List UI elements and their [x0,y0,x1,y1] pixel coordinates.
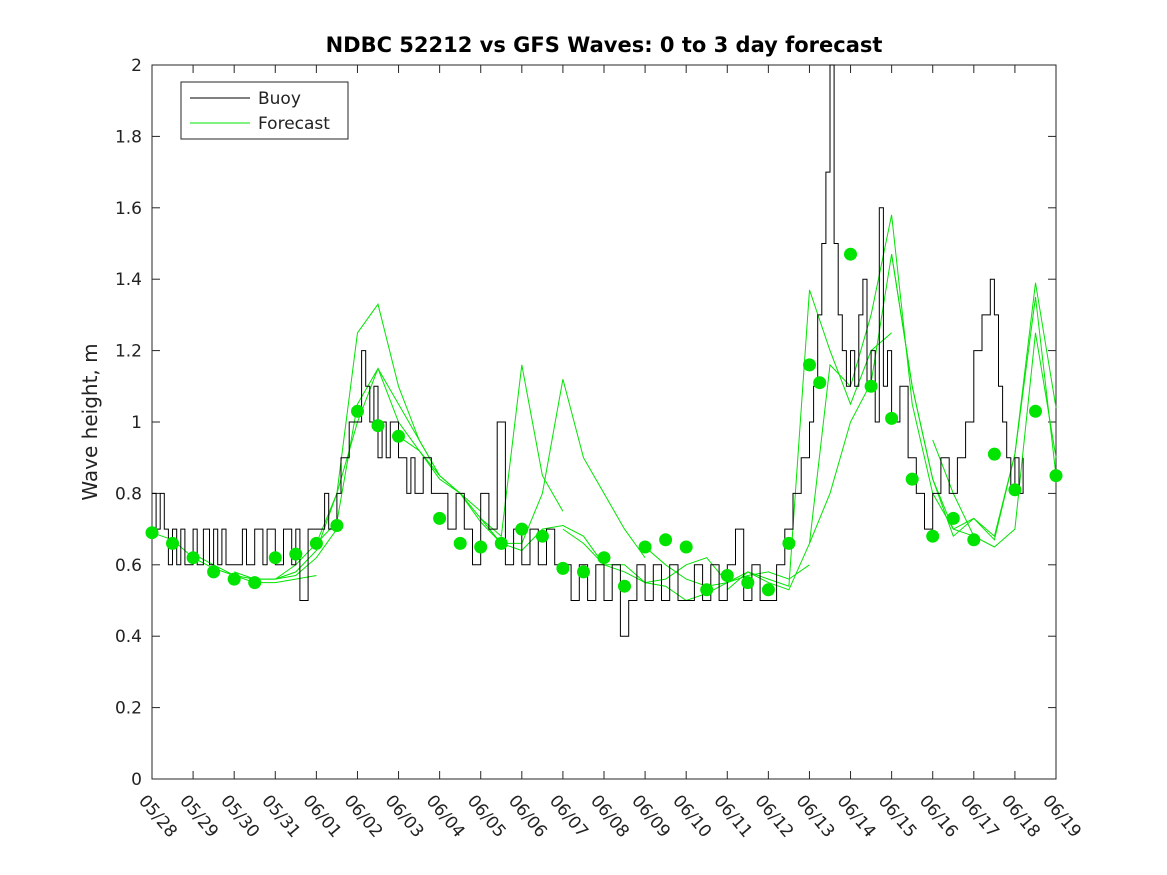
legend: Buoy Forecast [180,81,349,140]
forecast-marker [535,529,549,543]
forecast-marker [1008,483,1022,497]
y-axis: 0 0.2 0.4 0.6 0.8 1 1.2 1.4 1.6 1.8 2 [115,56,1056,790]
y-tick-label: 1.2 [115,342,142,362]
forecast-marker [166,536,179,550]
legend-forecast-label: Forecast [258,114,330,134]
forecast-marker [618,579,631,593]
y-axis-label: Wave height, m [78,343,102,500]
y-tick-label: 1 [131,413,142,433]
forecast-marker [1049,469,1063,483]
forecast-marker [597,551,611,565]
forecast-marker [700,583,714,597]
forecast-marker [186,551,200,565]
y-tick-label: 2 [131,56,142,76]
forecast-marker [905,472,919,486]
forecast-marker [987,447,1001,461]
forecast-marker [227,572,241,586]
y-tick-label: 0 [131,770,142,790]
forecast-marker [803,358,816,372]
forecast-marker [1029,404,1042,418]
y-tick-label: 0.4 [115,627,142,647]
legend-box [180,81,349,140]
chart-title: NDBC 52212 vs GFS Waves: 0 to 3 day fore… [326,33,883,57]
forecast-marker [926,529,940,543]
forecast-marker [813,376,827,390]
forecast-marker [309,536,323,550]
forecast-marker [392,429,405,443]
forecast-marker [720,569,734,582]
forecast-run-line [891,254,1057,541]
forecast-run-line [644,289,892,587]
plot-area [151,64,1057,780]
forecast-marker [679,540,693,554]
y-tick-label: 0.6 [115,556,142,576]
forecast-marker [515,522,529,536]
forecast-marker [453,536,467,550]
forecast-marker [494,536,508,550]
buoy-line [152,64,1024,637]
forecast-marker [782,536,796,550]
y-tick-label: 0.8 [115,484,142,504]
forecast-marker [474,540,488,554]
forecast-run-line [316,364,564,544]
forecast-marker [556,561,570,575]
forecast-marker [268,551,282,565]
y-tick-label: 1.8 [115,127,142,147]
forecast-marker [761,583,775,597]
forecast-marker [946,511,960,525]
forecast-marker [844,247,857,261]
forecast-marker [741,576,755,590]
forecast-marker [638,540,652,554]
forecast-marker [967,533,981,547]
y-tick-label: 1.4 [115,270,142,290]
y-tick-label: 1.6 [115,199,142,219]
forecast-marker [351,404,364,418]
forecast-marker [864,379,878,393]
forecast-marker [577,565,590,579]
forecast-marker [145,526,159,540]
y-tick-label: 0.2 [115,699,142,719]
forecast-marker [207,565,221,579]
forecast-marker [659,533,673,547]
forecast-marker [330,519,344,532]
forecast-marker [289,547,303,561]
plot-content [145,64,1063,637]
forecast-marker [433,511,447,525]
forecast-marker [248,576,262,590]
forecast-marker [371,419,385,433]
legend-buoy-label: Buoy [258,89,301,109]
forecast-marker [885,411,899,425]
